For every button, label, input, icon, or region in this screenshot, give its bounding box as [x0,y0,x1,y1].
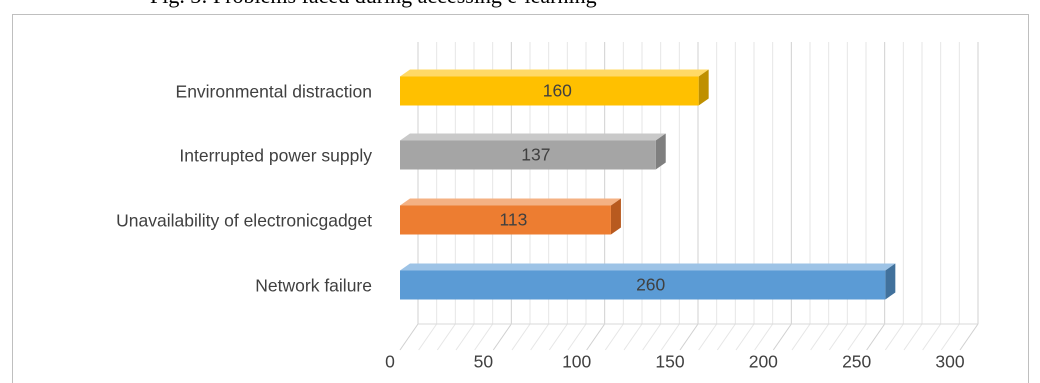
floor-gridline [530,323,550,351]
floor-gridline [791,323,811,351]
bar-side-face [655,133,666,170]
floor-gridline [735,323,755,351]
floor-gridline [567,323,587,351]
bar-front-face [400,140,656,170]
bar [400,69,709,106]
x-tick-label: 50 [474,352,494,372]
bar-top-face [400,69,709,77]
floor-gridline [660,323,680,351]
floor-gridline [474,323,494,351]
chart-frame [12,14,1029,383]
floor-gridline [399,323,419,351]
floor-gridline [418,323,438,351]
floor-gridline [866,323,886,351]
floor-gridline [492,323,512,351]
floor-gridline [604,323,624,351]
bar [400,198,621,235]
floor-gridline [511,323,531,351]
bar-front-face [400,270,886,300]
bar-front-face [400,76,699,106]
floor-gridline [698,323,718,351]
labels-layer: 0 50 100 150 200 250 300 160 Environmental distr… [116,81,965,372]
floor-gridline [903,323,923,351]
floor-gridline [959,323,979,351]
x-tick-label: 0 [385,352,395,372]
bar-top-face [400,263,896,271]
bars-layer [400,69,896,300]
floor-gridline [455,323,475,351]
bar-top-face [400,133,666,141]
bar-side-face [698,69,709,106]
floor-gridline [586,323,606,351]
floor-gridline [642,323,662,351]
bar-top-face [400,198,621,206]
floor-gridline [828,323,848,351]
bar-side-face [610,198,621,235]
caption-clip: Fig. 3: Problems faced during accessing … [0,0,1040,14]
floor-gridline [810,323,830,351]
x-tick-label: 250 [842,352,871,372]
data-label: 137 [521,145,550,165]
category-label: Environmental distraction [176,82,372,102]
floor-gridline [679,323,699,351]
category-label: Network failure [255,276,372,296]
floor-gridline [548,323,568,351]
floor-gridline [884,323,904,351]
bar [400,263,896,300]
bar-side-face [885,263,896,300]
bar [400,133,666,170]
bar-front-face [400,205,611,235]
x-tick-label: 100 [562,352,591,372]
floor-gridline [922,323,942,351]
floor-gridline [847,323,867,351]
floor-gridline [716,323,736,351]
data-label: 260 [636,275,665,295]
x-tick-label: 200 [749,352,778,372]
floor-gridline [623,323,643,351]
category-label: Interrupted power supply [179,146,372,166]
floor-gridline [436,323,456,351]
floor-gridline [940,323,960,351]
floor-gridline [772,323,792,351]
data-label: 113 [500,210,528,230]
category-label: Unavailability of electronicgadget [116,211,372,231]
floor-gridline [754,323,774,351]
figure-caption: Fig. 3: Problems faced during accessing … [150,0,597,9]
x-tick-label: 300 [935,352,964,372]
x-tick-label: 150 [655,352,684,372]
data-label: 160 [543,81,572,101]
